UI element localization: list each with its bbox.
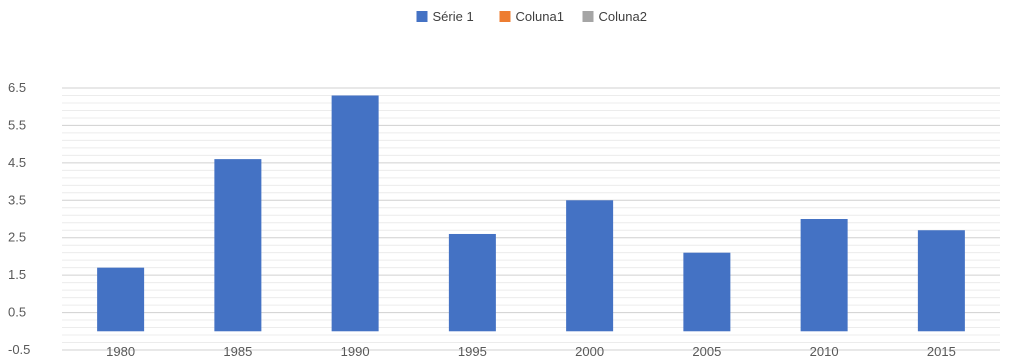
legend: Série 1 Coluna1 Coluna2 [417,9,647,24]
y-tick-label: 3.5 [8,192,26,207]
bar-2010 [801,219,848,331]
x-tick-label: 2005 [692,344,721,358]
legend-label: Série 1 [433,9,474,24]
x-axis-tick-labels: 1980 1985 1990 1995 2000 2005 2010 2015 [106,344,956,358]
y-tick-label: 4.5 [8,155,26,170]
bar-1980 [97,268,144,332]
y-tick-label: 0.5 [8,305,26,320]
legend-swatch [417,11,428,22]
legend-swatch [500,11,511,22]
x-tick-label: 2000 [575,344,604,358]
y-tick-label: 2.5 [8,230,26,245]
bar-1985 [214,159,261,331]
x-tick-label: 2015 [927,344,956,358]
legend-swatch [583,11,594,22]
y-tick-label: -0.5 [8,342,30,357]
x-tick-label: 2010 [810,344,839,358]
x-tick-label: 1990 [341,344,370,358]
bar-1995 [449,234,496,331]
y-tick-label: 6.5 [8,80,26,95]
y-axis-tick-labels: -0.5 0.5 1.5 2.5 3.5 4.5 5.5 6.5 [8,80,30,357]
bar-2005 [683,253,730,332]
legend-label: Coluna2 [599,9,647,24]
bar-1990 [332,95,379,331]
y-tick-label: 1.5 [8,267,26,282]
legend-item-coluna2: Coluna2 [583,9,647,24]
x-tick-label: 1980 [106,344,135,358]
bar-2000 [566,200,613,331]
y-tick-label: 5.5 [8,117,26,132]
x-tick-label: 1985 [223,344,252,358]
legend-item-série-1: Série 1 [417,9,474,24]
bar-2015 [918,230,965,331]
legend-item-coluna1: Coluna1 [500,9,564,24]
gridlines [62,88,1000,350]
x-tick-label: 1995 [458,344,487,358]
legend-label: Coluna1 [516,9,564,24]
bars [97,95,965,331]
